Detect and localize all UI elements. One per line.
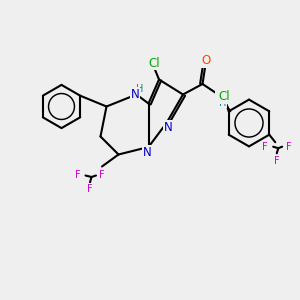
Text: N: N bbox=[164, 121, 172, 134]
Text: F: F bbox=[274, 156, 280, 166]
Text: Cl: Cl bbox=[149, 56, 160, 70]
Text: H: H bbox=[136, 84, 144, 94]
Text: N: N bbox=[216, 89, 225, 103]
Text: F: F bbox=[262, 142, 268, 152]
Text: F: F bbox=[87, 184, 93, 194]
Text: N: N bbox=[130, 88, 140, 101]
Text: N: N bbox=[142, 146, 152, 159]
Text: F: F bbox=[75, 170, 81, 181]
Text: F: F bbox=[286, 142, 292, 152]
Text: O: O bbox=[201, 54, 210, 68]
Text: F: F bbox=[99, 170, 105, 181]
Text: Cl: Cl bbox=[218, 90, 230, 103]
Text: H: H bbox=[219, 98, 226, 108]
